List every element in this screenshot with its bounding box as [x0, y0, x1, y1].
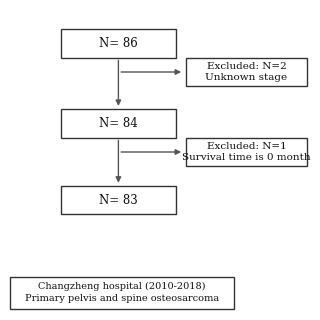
Text: N= 86: N= 86: [99, 37, 138, 50]
Bar: [61, 109, 176, 138]
Text: Excluded: N=1
Survival time is 0 month: Excluded: N=1 Survival time is 0 month: [182, 141, 311, 163]
Bar: [186, 58, 307, 85]
Text: N= 83: N= 83: [99, 194, 138, 206]
Bar: [61, 186, 176, 214]
Text: Excluded: N=2
Unknown stage: Excluded: N=2 Unknown stage: [205, 61, 287, 82]
Text: Changzheng hospital (2010-2018)
Primary pelvis and spine osteosarcoma: Changzheng hospital (2010-2018) Primary …: [25, 282, 219, 303]
Bar: [10, 277, 234, 309]
Bar: [186, 138, 307, 166]
Text: N= 84: N= 84: [99, 117, 138, 130]
Bar: [61, 29, 176, 58]
